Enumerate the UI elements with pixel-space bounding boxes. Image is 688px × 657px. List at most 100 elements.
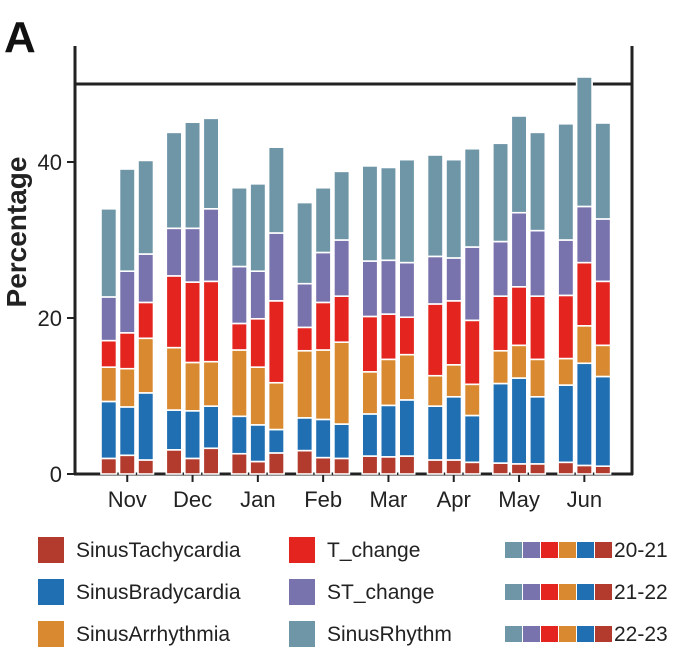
- bar-segment-sinusrhythm: [333, 170, 351, 241]
- group-key-strip: [541, 626, 558, 642]
- bar-segment-sinusrhythm: [137, 159, 155, 255]
- group-key-label: 20-21: [614, 539, 668, 562]
- group-key-label: 22-23: [614, 623, 668, 646]
- bar-segment-sinustachycardia: [361, 455, 379, 475]
- group-key-strip: [523, 626, 540, 642]
- bar-segment-sinusbradycardia: [230, 415, 248, 455]
- bar-segment-sinustachycardia: [445, 459, 463, 475]
- bar-segment-t_change: [557, 294, 575, 360]
- bar-segment-t_change: [249, 317, 267, 368]
- bar-segment-sinusarrhythmia: [575, 324, 593, 365]
- bar-segment-sinustachycardia: [230, 452, 248, 475]
- bar-segment-sinusarrhythmia: [379, 358, 398, 407]
- bar-segment-sinustachycardia: [314, 456, 332, 475]
- bar-segment-sinustachycardia: [557, 461, 575, 475]
- bar-segment-st_change: [202, 208, 220, 283]
- bar-segment-t_change: [463, 319, 481, 386]
- group-key-strip: [523, 584, 540, 600]
- x-tick-label: Nov: [108, 487, 147, 512]
- legend-swatch: [289, 579, 315, 605]
- bar-segment-sinustachycardia: [249, 460, 267, 475]
- bar-segment-t_change: [575, 261, 593, 327]
- bar-segment-sinusarrhythmia: [445, 363, 463, 398]
- bar-segment-sinusrhythm: [165, 131, 183, 230]
- bar-segment-sinusarrhythmia: [184, 361, 202, 412]
- bar-segment-sinusrhythm: [594, 122, 612, 220]
- group-key-strip: [559, 542, 576, 558]
- bar-segment-st_change: [314, 251, 332, 304]
- bar-segment-sinustachycardia: [463, 461, 481, 475]
- bar-segment-sinusrhythm: [510, 115, 528, 214]
- bar-segment-t_change: [230, 322, 248, 351]
- y-tick-label: 0: [50, 462, 62, 487]
- bar-segment-sinustachycardia: [184, 457, 202, 475]
- bar-segment-sinusarrhythmia: [202, 360, 220, 407]
- bar-segment-sinusbradycardia: [463, 414, 481, 464]
- bar-segment-t_change: [379, 313, 398, 361]
- bar-segment-st_change: [100, 296, 118, 342]
- group-key-strip: [559, 584, 576, 600]
- bar-segment-sinusrhythm: [557, 122, 575, 241]
- bar-segment-sinusrhythm: [575, 76, 593, 208]
- bar-segment-t_change: [426, 303, 444, 377]
- bar-segment-sinustachycardia: [202, 447, 220, 475]
- bar-segment-sinusarrhythmia: [100, 366, 118, 403]
- bar-segment-sinusarrhythmia: [398, 353, 416, 401]
- bar-segment-sinusbradycardia: [491, 382, 510, 464]
- legend-label: SinusRhythm: [327, 623, 452, 646]
- bar-segment-sinustachycardia: [118, 454, 136, 475]
- bar-segment-t_change: [398, 316, 416, 356]
- group-key-strip: [595, 542, 612, 558]
- x-tick-label: Feb: [304, 487, 342, 512]
- y-axis-label: Percentage: [1, 157, 32, 308]
- bar-segment-sinusarrhythmia: [230, 349, 248, 418]
- bar-segment-sinustachycardia: [398, 455, 416, 475]
- legend-label: T_change: [327, 539, 420, 562]
- bar-segment-st_change: [165, 227, 183, 277]
- bar-segment-sinusarrhythmia: [118, 367, 136, 408]
- bar-segment-st_change: [528, 229, 547, 297]
- bar-segment-sinusarrhythmia: [426, 374, 444, 407]
- bar-segment-sinusarrhythmia: [491, 349, 510, 385]
- bar-segment-sinusrhythm: [184, 121, 202, 230]
- group-key-label: 21-22: [614, 581, 668, 604]
- bar-segment-sinusrhythm: [314, 186, 332, 254]
- bar-segment-st_change: [296, 282, 314, 329]
- bar-segment-t_change: [165, 275, 183, 349]
- bar-segment-st_change: [137, 253, 155, 304]
- bar-segment-sinusbradycardia: [165, 409, 183, 451]
- bar-segment-sinusbradycardia: [267, 428, 285, 454]
- bar-segment-st_change: [398, 261, 416, 319]
- bar-segment-sinusbradycardia: [118, 406, 136, 457]
- bar-segment-sinusbradycardia: [361, 413, 379, 457]
- bar-segment-sinusarrhythmia: [594, 344, 612, 378]
- bar-segment-t_change: [296, 326, 314, 352]
- bar-segment-st_change: [230, 265, 248, 325]
- bar-segment-sinustachycardia: [333, 457, 351, 475]
- bar-segment-sinusrhythm: [426, 154, 444, 258]
- bar-segment-sinusrhythm: [463, 147, 481, 248]
- bar-segment-sinustachycardia: [426, 459, 444, 475]
- bar-segment-sinustachycardia: [267, 452, 285, 475]
- bar-segment-sinusrhythm: [445, 158, 463, 259]
- bar-segment-t_change: [100, 339, 118, 368]
- bar-segment-sinustachycardia: [165, 449, 183, 475]
- bar-segment-t_change: [314, 301, 332, 351]
- bar-segment-sinusbradycardia: [575, 362, 593, 467]
- bar-segment-sinusbradycardia: [137, 392, 155, 461]
- bar-segment-sinusarrhythmia: [510, 344, 528, 379]
- bar-segment-sinusrhythm: [100, 208, 118, 298]
- bar-segment-sinusrhythm: [361, 165, 379, 262]
- group-key-strip: [577, 584, 594, 600]
- bar-segment-sinusbradycardia: [445, 395, 463, 461]
- bar-segment-t_change: [184, 281, 202, 364]
- bar-segment-sinusbradycardia: [528, 395, 547, 465]
- legend-label: SinusBradycardia: [76, 581, 241, 604]
- bar-segment-sinustachycardia: [137, 459, 155, 475]
- bar-segment-sinustachycardia: [379, 456, 398, 475]
- bar-segment-sinusbradycardia: [296, 417, 314, 452]
- x-tick-label: Jan: [240, 487, 275, 512]
- panel-label: A: [4, 13, 36, 62]
- bar-segment-t_change: [445, 300, 463, 366]
